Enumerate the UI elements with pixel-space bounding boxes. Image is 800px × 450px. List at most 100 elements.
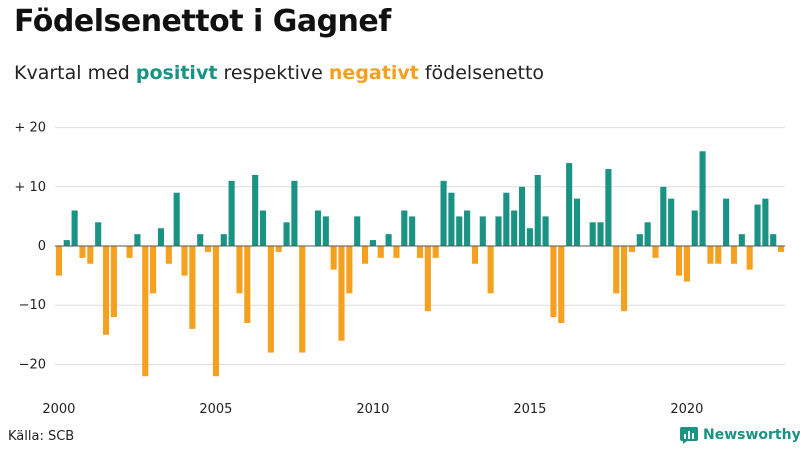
bar-2022-q2 <box>754 204 761 246</box>
bar-2001-q1 <box>87 246 94 264</box>
bar-2004-q4 <box>205 246 212 252</box>
bar-2009-q3 <box>354 216 361 246</box>
bar-2007-q1 <box>275 246 282 252</box>
bar-2000-q1 <box>55 246 62 276</box>
x-tick-label: 2000 <box>42 402 75 417</box>
bar-2001-q4 <box>110 246 117 318</box>
bar-2009-q2 <box>346 246 353 294</box>
bar-2021-q2 <box>723 198 730 246</box>
x-tick-label: 2010 <box>356 402 389 417</box>
bar-2019-q1 <box>652 246 659 258</box>
bar-2017-q3 <box>605 169 612 246</box>
bar-2006-q3 <box>259 210 267 246</box>
bar-2022-q4 <box>770 234 777 246</box>
subtitle-negative-word: negativt <box>328 62 419 84</box>
bar-2013-q2 <box>471 246 478 264</box>
bar-2005-q1 <box>212 246 219 377</box>
y-tick-label: −10 <box>19 298 46 313</box>
subtitle-middle: respektive <box>217 62 329 84</box>
bar-2003-q3 <box>165 246 172 264</box>
newsworthy-logo-icon <box>680 427 698 444</box>
bar-2009-q4 <box>361 246 369 264</box>
bar-2018-q1 <box>621 246 628 312</box>
bar-2007-q4 <box>299 246 306 353</box>
subtitle-positive-word: positivt <box>135 62 218 84</box>
bar-2013-q3 <box>479 216 486 246</box>
bar-2010-q2 <box>377 246 384 258</box>
bar-2010-q1 <box>369 240 376 246</box>
y-tick-label: 0 <box>38 239 46 254</box>
bar-2001-q3 <box>102 246 110 335</box>
bar-2013-q1 <box>464 210 471 246</box>
bar-2014-q2 <box>503 192 510 246</box>
x-tick-label: 2020 <box>670 402 703 417</box>
bar-2020-q3 <box>699 151 706 246</box>
bar-2014-q1 <box>495 216 502 246</box>
bar-2012-q3 <box>448 192 455 246</box>
y-tick-label: −20 <box>19 357 46 372</box>
bar-2009-q1 <box>338 246 345 341</box>
source-note: Källa: SCB <box>8 429 75 444</box>
bar-2021-q1 <box>715 246 722 264</box>
bar-2020-q2 <box>691 210 698 246</box>
bar-2000-q2 <box>63 240 70 246</box>
bar-2012-q1 <box>432 246 439 258</box>
bar-2014-q4 <box>518 186 526 246</box>
bar-2004-q1 <box>181 246 188 276</box>
bar-2003-q2 <box>157 228 165 246</box>
bar-2006-q2 <box>252 174 259 246</box>
bar-2018-q4 <box>644 222 651 246</box>
bar-2004-q3 <box>197 234 204 246</box>
bar-2017-q1 <box>589 222 596 246</box>
bar-2006-q1 <box>244 246 251 323</box>
bar-2018-q3 <box>636 234 643 246</box>
subtitle-suffix: födelsenetto <box>418 62 545 84</box>
bar-2017-q2 <box>597 222 604 246</box>
bar-2004-q2 <box>189 246 196 329</box>
bar-2006-q4 <box>267 246 274 353</box>
bar-2011-q2 <box>409 216 416 246</box>
bar-2005-q4 <box>236 246 243 294</box>
bar-2015-q4 <box>550 246 557 318</box>
y-tick-label: + 10 <box>14 180 46 195</box>
bar-2016-q2 <box>566 163 573 246</box>
bar-2002-q2 <box>126 246 133 258</box>
bar-2019-q2 <box>660 186 667 246</box>
bar-2016-q1 <box>558 246 565 323</box>
bar-2020-q4 <box>707 246 714 264</box>
bar-2022-q3 <box>762 198 769 246</box>
bar-2021-q3 <box>730 246 738 264</box>
bar-2003-q1 <box>150 246 157 294</box>
chart-title: Födelsenettot i Gagnef <box>14 4 391 39</box>
bar-2001-q2 <box>95 222 102 246</box>
bar-2011-q4 <box>424 246 431 312</box>
bar-2018-q2 <box>628 246 635 252</box>
bar-2010-q4 <box>393 246 400 258</box>
bar-2013-q4 <box>487 246 494 294</box>
chart-subtitle: Kvartal med positivt respektive negativt… <box>14 62 544 84</box>
x-tick-label: 2005 <box>199 402 232 417</box>
bar-2005-q2 <box>220 234 227 246</box>
bar-2020-q1 <box>683 246 690 282</box>
bar-2019-q4 <box>675 246 683 276</box>
subtitle-prefix: Kvartal med <box>14 62 136 84</box>
bar-2002-q3 <box>134 234 141 246</box>
bar-2012-q4 <box>456 216 463 246</box>
bar-2008-q4 <box>330 246 337 270</box>
bar-2016-q3 <box>573 198 581 246</box>
bar-2007-q2 <box>283 222 290 246</box>
bar-2005-q3 <box>228 180 235 246</box>
bar-2000-q4 <box>79 246 86 258</box>
x-tick-label: 2015 <box>513 402 546 417</box>
bar-2010-q3 <box>385 234 392 246</box>
bar-2021-q4 <box>738 234 745 246</box>
bar-2011-q1 <box>401 210 408 246</box>
bar-2014-q3 <box>511 210 518 246</box>
bar-2007-q3 <box>291 180 298 246</box>
bar-2022-q1 <box>746 246 753 270</box>
bar-2011-q3 <box>416 246 424 258</box>
bar-2003-q4 <box>173 192 180 246</box>
bar-2015-q3 <box>542 216 549 246</box>
bar-2017-q4 <box>613 246 620 294</box>
